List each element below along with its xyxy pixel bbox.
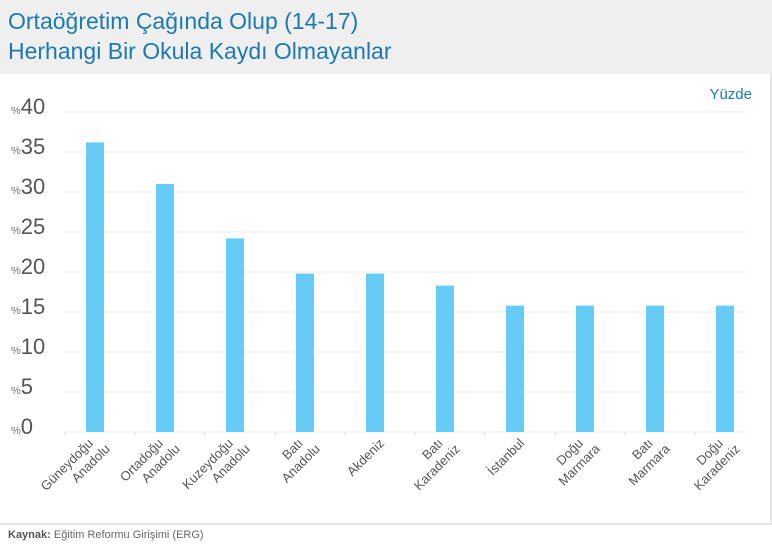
bar-1: [156, 184, 174, 432]
source-text: Eğitim Reformu Girişimi (ERG): [50, 529, 204, 541]
bar-7: [576, 305, 594, 432]
y-tick-label-15: %15: [11, 294, 45, 319]
y-tick-label-10: %10: [11, 334, 45, 359]
x-tick-label-9: DoğuKaradeniz: [679, 430, 742, 493]
x-tick-label-4: Akdeniz: [344, 436, 387, 479]
x-tick-label-3: BatıAnadolu: [267, 430, 323, 486]
source-note: Kaynak: Eğitim Reformu Girişimi (ERG): [8, 529, 204, 541]
x-tick-label-2: KuzeydoğuAnadolu: [179, 430, 253, 504]
bar-5: [436, 285, 454, 432]
y-tick-label-30: %30: [11, 174, 45, 199]
y-tick-label-20: %20: [11, 254, 45, 279]
y-tick-label-35: %35: [11, 134, 45, 159]
x-tick-label-1: OrtadoğuAnadolu: [117, 430, 183, 496]
bar-8: [646, 305, 664, 432]
y-tick-label-40: %40: [11, 94, 45, 119]
source-key: Kaynak:: [8, 529, 51, 541]
bar-2: [226, 238, 244, 432]
y-tick-label-5: %5: [11, 374, 33, 399]
bars: [86, 142, 734, 432]
chart-title-line-1: Ortaöğretim Çağında Olup (14-17): [8, 8, 359, 34]
x-tick-label-5: BatıKaradeniz: [399, 430, 462, 493]
chart-header: Ortaöğretim Çağında Olup (14-17) Herhang…: [0, 0, 772, 74]
chart-title-line-2: Herhangi Bir Okula Kaydı Olmayanlar: [8, 38, 392, 64]
gridlines: [63, 111, 746, 433]
x-tick-label-8: BatıMarmara: [614, 429, 673, 488]
bar-0: [86, 142, 104, 432]
x-axis-ticks: GüneydoğuAnadolu OrtadoğuAnadoluKuzeydoğu…: [38, 429, 743, 505]
y-tick-label-25: %25: [11, 214, 45, 239]
bar-3: [296, 273, 314, 432]
bar-6: [506, 305, 524, 432]
y-axis-ticks: %0 %5 %10 %15 %20 %25 %30 %35 %40: [11, 94, 45, 439]
x-tick-label-6: İstanbul: [484, 435, 527, 478]
chart-frame: [0, 74, 772, 525]
unit-label: Yüzde: [709, 86, 752, 103]
x-tick-label-0: GüneydoğuAnadolu: [38, 430, 113, 505]
bar-9: [716, 305, 734, 432]
bar-4: [366, 273, 384, 432]
y-tick-label-0: %0: [11, 414, 33, 439]
x-tick-label-7: DoğuMarmara: [544, 429, 603, 488]
